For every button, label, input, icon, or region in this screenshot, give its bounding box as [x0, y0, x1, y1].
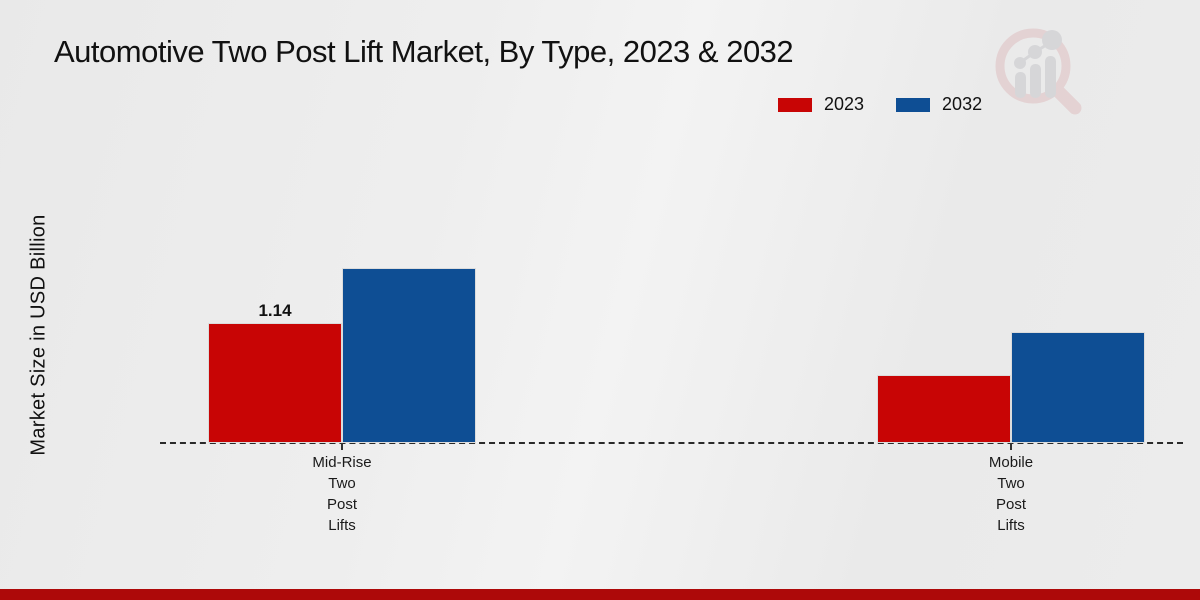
legend-item-2032: 2032 [896, 94, 982, 115]
x-axis-baseline [160, 442, 1183, 444]
legend: 2023 2032 [778, 94, 982, 115]
legend-label-2023: 2023 [824, 94, 865, 114]
legend-item-2023: 2023 [778, 94, 864, 115]
legend-label-2032: 2032 [942, 94, 983, 114]
bar-value-label: 1.14 [258, 301, 292, 320]
bar-2032-mobile-two-post-lifts [1011, 332, 1145, 443]
bar-2023-mid-rise-two-post-lifts [208, 323, 342, 443]
chart-title: Automotive Two Post Lift Market, By Type… [54, 34, 794, 69]
bar-2032-mid-rise-two-post-lifts [342, 268, 476, 443]
x-axis-tick [1010, 443, 1012, 450]
x-axis-tick [341, 443, 343, 450]
bar-2023-mobile-two-post-lifts [877, 375, 1011, 443]
legend-swatch-2032 [896, 97, 931, 112]
x-axis-category-label: Mid-Rise Two Post Lifts [312, 454, 372, 534]
x-axis-category-label: Mobile Two Post Lifts [988, 454, 1034, 534]
legend-swatch-2023 [778, 97, 812, 112]
magnifier-chart-logo-icon [995, 28, 1082, 115]
footer-accent-strip [0, 589, 1200, 600]
